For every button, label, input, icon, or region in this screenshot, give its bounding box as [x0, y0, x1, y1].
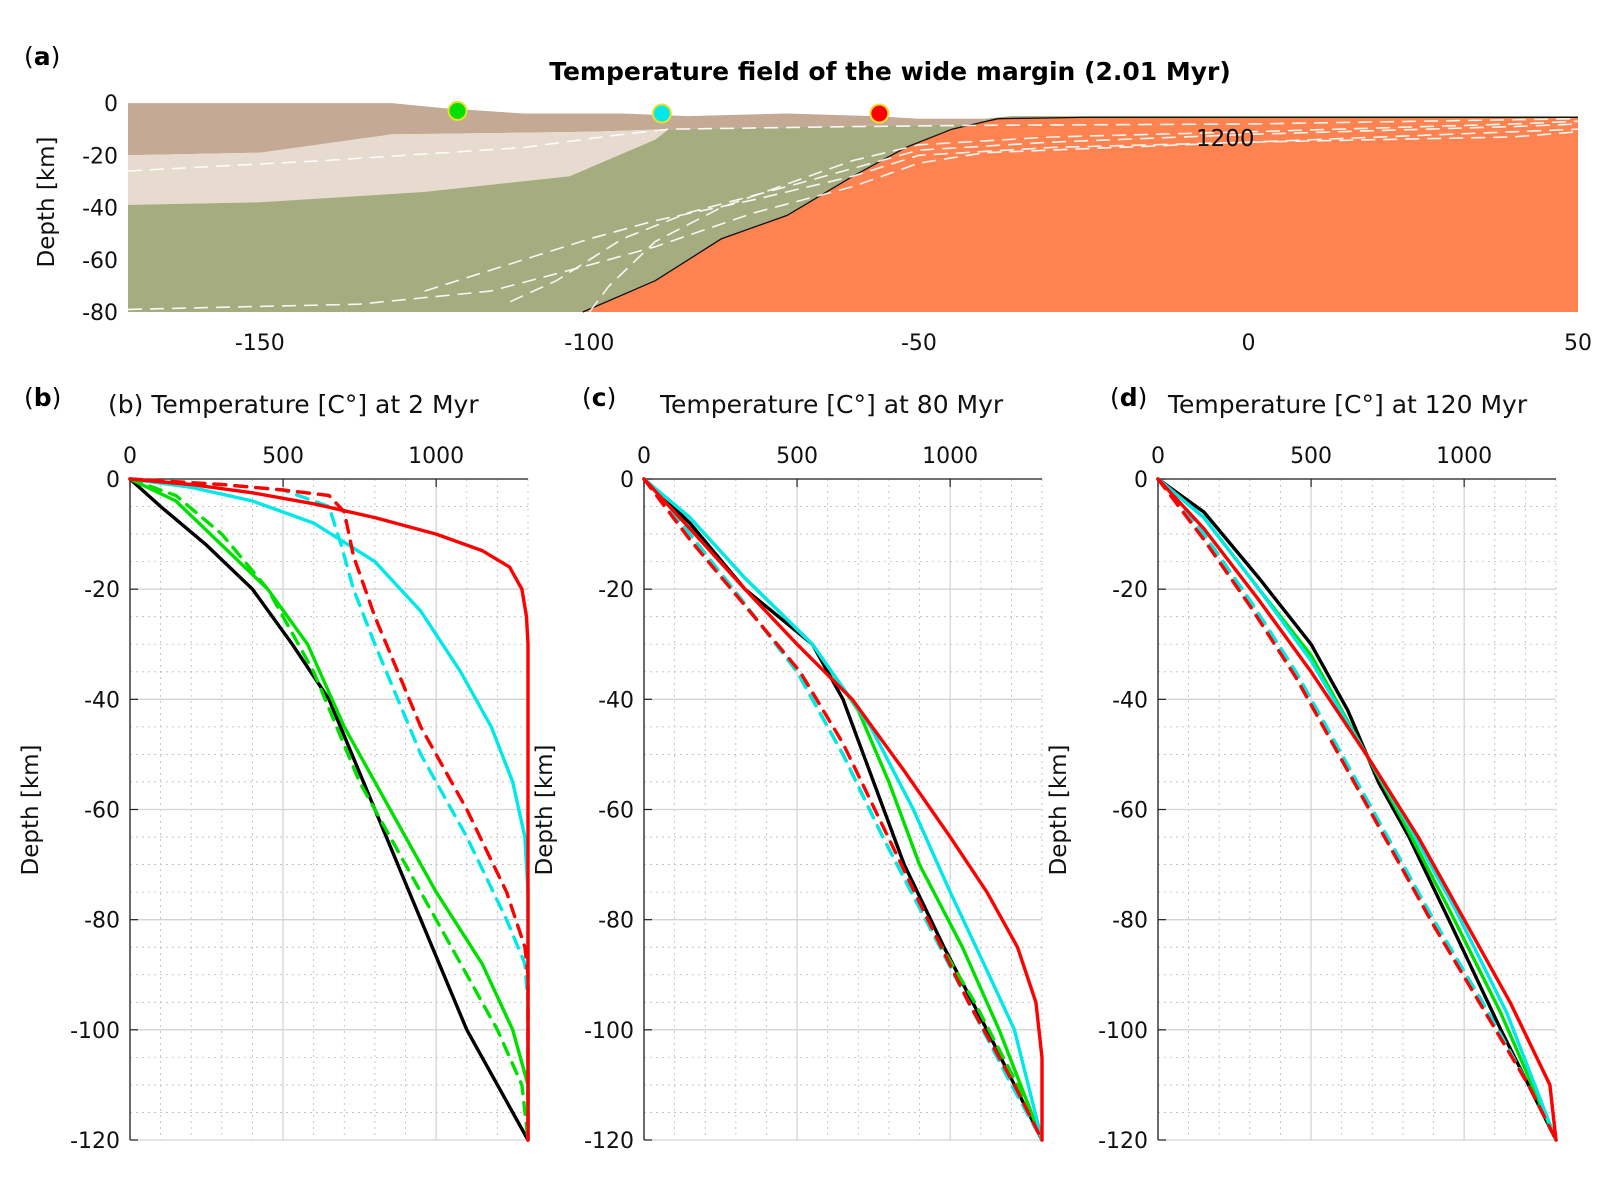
- isotherm-line-3: [424, 128, 1579, 292]
- layer-polygon-0: [128, 103, 985, 156]
- y-tick-label: 0: [620, 468, 634, 493]
- panel-c-plot: 0 500 1000 0 -20 -40 -60 -80 -100 -120: [584, 444, 1044, 1154]
- profile-series-line-5: [1156, 477, 1558, 1142]
- y-tick-label: 0: [1134, 468, 1148, 493]
- panel-c-title: Temperature [C°] at 80 Myr: [659, 390, 1004, 419]
- panel-a-x-tick-label: 50: [1564, 331, 1592, 356]
- panel-b-plot: 0 500 1000 0 -20 -40 -60 -80 -100 -120: [70, 444, 530, 1154]
- panel-a-y-tick-label: -20: [82, 144, 118, 169]
- profile-series-line-6: [1156, 477, 1558, 1142]
- well-marker-2: [869, 103, 890, 124]
- y-tick-label: 0: [106, 468, 120, 493]
- panel-a-title: Temperature field of the wide margin (2.…: [549, 57, 1231, 86]
- panel-a-x-tick-label: -50: [901, 331, 937, 356]
- x-tick-label: 500: [1290, 444, 1332, 469]
- profile-series-line-6: [128, 477, 530, 1142]
- profile-series-line-6: [642, 477, 1044, 1142]
- layer-polygon-1: [128, 129, 669, 205]
- panel-a-temperature-field: (a) Temperature field of the wide margin…: [24, 42, 1592, 356]
- panel-a-y-tick-label: -40: [82, 197, 118, 222]
- profile-series-line-0: [128, 477, 530, 1142]
- y-tick-label: -120: [1098, 1129, 1148, 1154]
- y-tick-label: -120: [584, 1129, 634, 1154]
- y-tick-label: -100: [584, 1019, 634, 1044]
- x-tick-label: 1000: [1436, 444, 1492, 469]
- profile-series-line-5: [642, 477, 1044, 1142]
- x-tick-label: 1000: [408, 444, 464, 469]
- profile-series-line-1: [128, 477, 530, 1142]
- y-tick-label: -60: [84, 799, 120, 824]
- x-tick-label: 0: [123, 444, 137, 469]
- panel-a-markers: [447, 100, 890, 124]
- panel-a-x-ticks: -150 -100 -50 0 50: [235, 331, 1592, 356]
- x-tick-label: 0: [637, 444, 651, 469]
- panel-a-letter: a: [34, 42, 51, 71]
- layer-polygon-3: [582, 117, 1578, 313]
- x-tick-label: 500: [262, 444, 304, 469]
- panel-a-y-tick-label: 0: [104, 92, 118, 117]
- panel-a-x-tick-label: -150: [235, 331, 285, 356]
- panel-b-title: (b) Temperature [C°] at 2 Myr: [108, 390, 479, 419]
- panel-a-x-tick-label: -100: [564, 331, 614, 356]
- panel-d-plot: 0 500 1000 0 -20 -40 -60 -80 -100 -120: [1098, 444, 1558, 1154]
- panel-b-letter: b: [34, 383, 52, 412]
- well-marker-0: [447, 100, 468, 121]
- panel-a-layers: [128, 103, 1578, 313]
- panel-a-isotherms: [127, 117, 1579, 313]
- y-tick-label: -80: [598, 909, 634, 934]
- panel-a-y-axis-label: Depth [km]: [34, 136, 60, 267]
- panel-d-y-axis-label: Depth [km]: [1046, 744, 1072, 875]
- panel-c-profiles-80myr: (c) Temperature [C°] at 80 Myr Depth [km…: [532, 383, 1044, 1154]
- panel-b-profiles-2myr: (b) (b) Temperature [C°] at 2 Myr Depth …: [18, 383, 530, 1154]
- x-tick-label: 500: [776, 444, 818, 469]
- profile-series-line-2: [128, 477, 530, 1142]
- profile-series-line-5: [128, 477, 530, 1142]
- y-tick-label: -80: [1112, 909, 1148, 934]
- panel-c-label: (c): [582, 383, 616, 412]
- isotherm-line-4: [127, 131, 1579, 311]
- y-tick-label: -100: [70, 1019, 120, 1044]
- y-tick-label: -100: [1098, 1019, 1148, 1044]
- profile-series-line-4: [642, 477, 1044, 1142]
- well-marker-1: [651, 103, 672, 124]
- panel-a-y-ticks: 0 -20 -40 -60 -80: [82, 92, 118, 326]
- panel-d-title: Temperature [C°] at 120 Myr: [1167, 390, 1528, 419]
- x-tick-label: 0: [1151, 444, 1165, 469]
- y-tick-label: -80: [84, 909, 120, 934]
- y-tick-label: -120: [70, 1129, 120, 1154]
- panel-c-letter: c: [592, 383, 607, 412]
- y-tick-label: -40: [84, 688, 120, 713]
- y-tick-label: -40: [1112, 688, 1148, 713]
- panel-b-y-axis-label: Depth [km]: [18, 744, 44, 875]
- panel-a-x-tick-label: 0: [1241, 331, 1255, 356]
- panel-d-label: (d): [1110, 383, 1147, 412]
- y-tick-label: -60: [1112, 799, 1148, 824]
- y-tick-label: -20: [84, 578, 120, 603]
- profile-series-line-3: [642, 477, 1044, 1142]
- profile-series-line-3: [128, 477, 530, 1142]
- y-tick-label: -60: [598, 799, 634, 824]
- panel-d-letter: d: [1120, 383, 1138, 412]
- isotherm-label-1200: 1200: [1196, 126, 1255, 152]
- profile-series-line-0: [642, 477, 1044, 1142]
- y-tick-label: -20: [1112, 578, 1148, 603]
- isotherm-line-0: [127, 117, 1579, 172]
- isotherm-line-1: [588, 120, 1579, 313]
- x-tick-label: 1000: [922, 444, 978, 469]
- y-tick-label: -40: [598, 688, 634, 713]
- panel-b-label: (b): [24, 383, 61, 412]
- panel-c-y-axis-label: Depth [km]: [532, 744, 558, 875]
- panel-d-profiles-120myr: (d) Temperature [C°] at 120 Myr Depth [k…: [1046, 383, 1558, 1154]
- panel-a-label: (a): [24, 42, 60, 71]
- panel-a-y-tick-label: -80: [82, 301, 118, 326]
- panel-a-y-tick-label: -60: [82, 249, 118, 274]
- y-tick-label: -20: [598, 578, 634, 603]
